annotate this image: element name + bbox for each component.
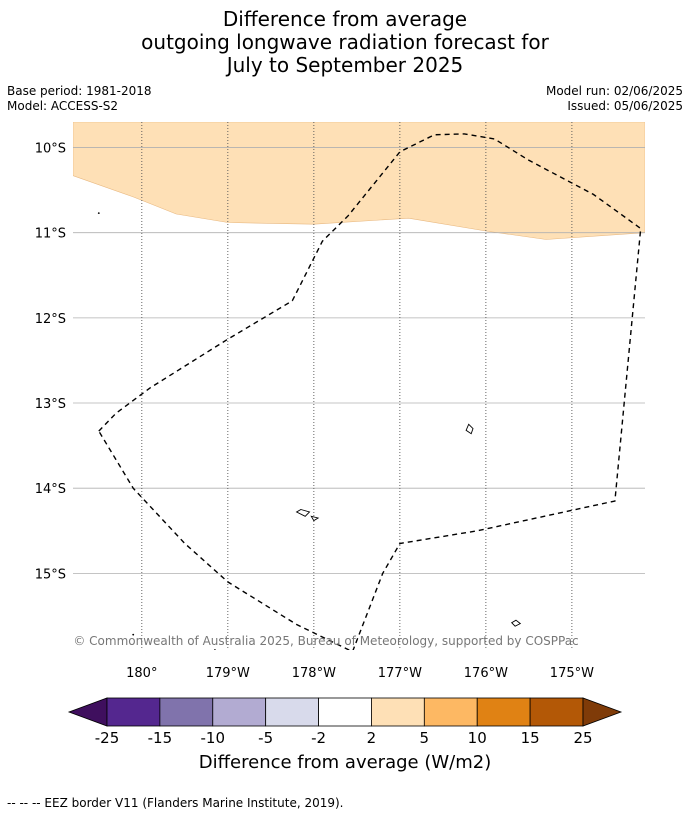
colorbar-label: Difference from average (W/m2) [198,752,492,773]
colorbar-extend-low [67,697,108,727]
latitude-label: 11°S [35,227,66,242]
longitude-label: 178°W [292,666,336,681]
meta-left: Base period: 1981-2018 Model: ACCESS-S2 [7,84,152,114]
eez-footnote: -- -- -- EEZ border V11 (Flanders Marine… [7,796,344,810]
latitude-label: 14°S [35,482,66,497]
longitude-labels: 180° 179°W 178°W 177°W 176°W 175°W [126,666,594,681]
graticule [73,122,645,650]
colorbar-bin [423,697,478,727]
colorbar-bin [159,697,214,727]
copyright-text: © Commonwealth of Australia 2025, Bureau… [73,634,578,648]
title-line-1: Difference from average [222,7,468,31]
latitude-label: 12°S [35,312,66,327]
island-outline [510,619,522,627]
longitude-label: 177°W [378,666,422,681]
longitude-label: 180° [126,666,157,681]
issued-date: Issued: 05/06/2025 [567,99,683,113]
colorbar-tick-label: 2 [367,729,377,747]
colorbar-bin [371,697,425,727]
title-line-3: July to September 2025 [226,53,464,77]
eez-border [98,133,642,650]
anomaly-region [73,122,645,240]
base-period: Base period: 1981-2018 [7,84,152,98]
colorbar-bin [265,697,319,727]
colorbar-bin [318,697,372,727]
colorbar-tick-label: -2 [311,729,326,747]
latitude-label: 13°S [35,397,66,412]
colorbar-bin [476,697,531,727]
longitude-label: 175°W [550,666,594,681]
colorbar-extend-high [582,697,623,727]
colorbar-tick-label: 25 [573,729,592,747]
latitude-label: 10°S [35,142,66,157]
island-outline [465,423,474,435]
colorbar-tick-label: -25 [95,729,120,747]
longitude-label: 176°W [464,666,508,681]
colorbar-tick-label: 10 [468,729,487,747]
colorbar-tick-label: -15 [148,729,173,747]
islet-dot [132,633,135,636]
colorbar-tick-label: -10 [201,729,226,747]
island-outline [310,515,320,522]
latitude-labels: 10°S 11°S 12°S 13°S 14°S 15°S [35,142,66,583]
islands [97,212,522,650]
colorbar-tick-label: 5 [420,729,430,747]
colorbar-tick-label: -5 [258,729,273,747]
islet-dot [214,649,216,650]
model-name: Model: ACCESS-S2 [7,99,119,113]
longitude-label: 179°W [206,666,250,681]
latitude-label: 15°S [35,567,66,582]
map-panel: © Commonwealth of Australia 2025, Bureau… [73,122,645,650]
colorbar: -25 -15 -10 -5 -2 2 5 10 15 25 [67,697,623,747]
map-title: Difference from average outgoing longwav… [0,8,690,77]
islet-dot [97,212,100,215]
meta-right: Model run: 02/06/2025 Issued: 05/06/2025 [546,84,683,114]
colorbar-bin [212,697,267,727]
model-run: Model run: 02/06/2025 [545,84,683,98]
colorbar-bin [106,697,161,727]
island-outline [295,509,311,517]
title-line-2: outgoing longwave radiation forecast for [141,30,549,54]
colorbar-bin [529,697,584,727]
colorbar-tick-label: 15 [521,729,540,747]
